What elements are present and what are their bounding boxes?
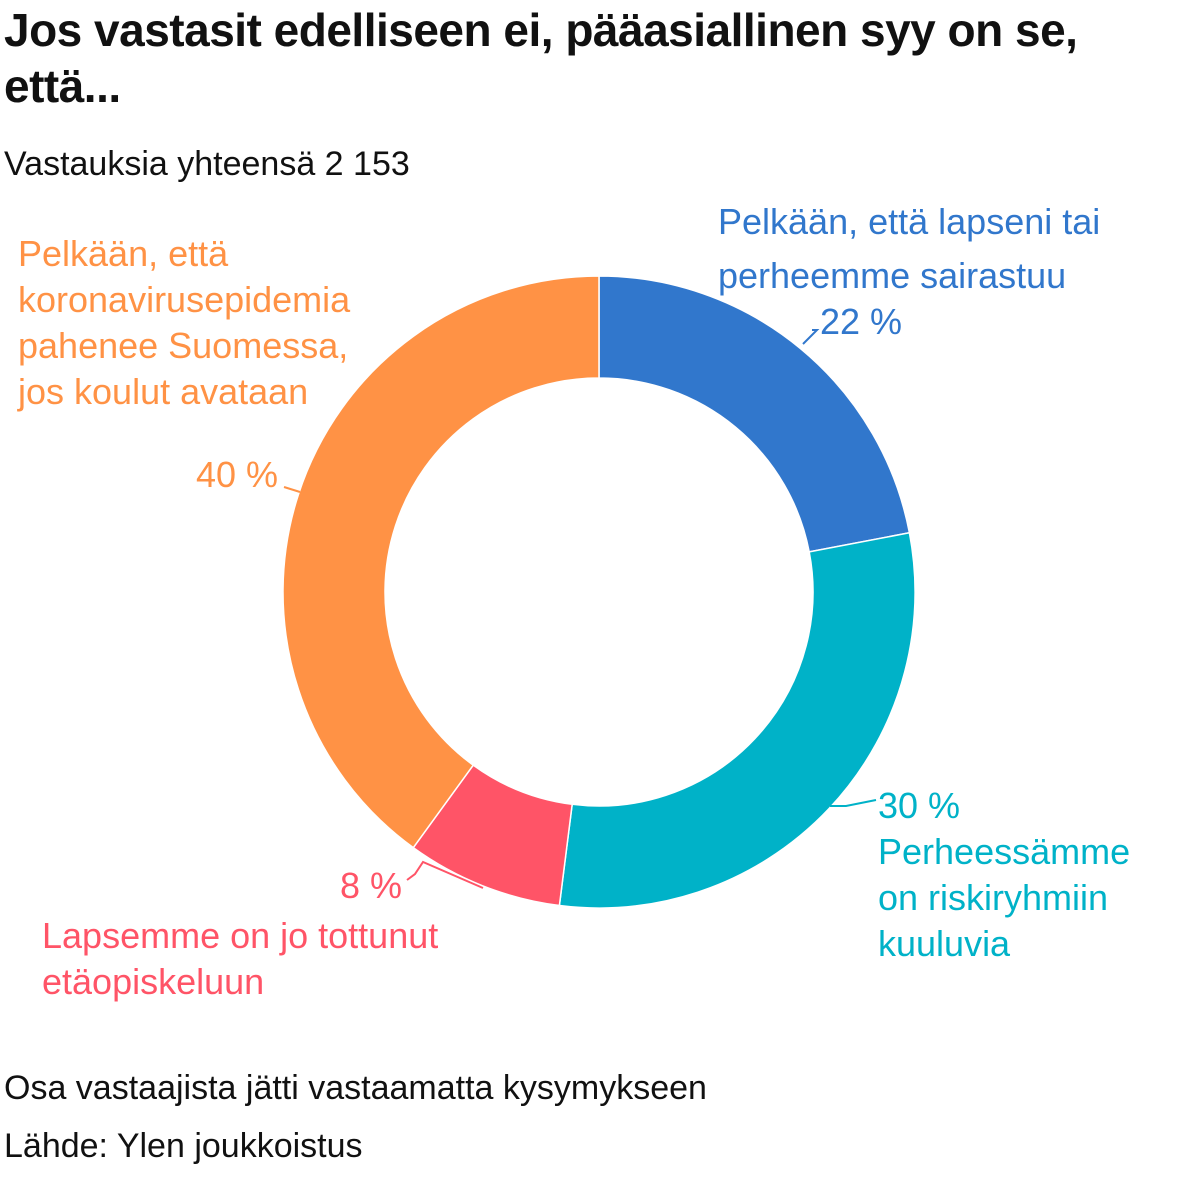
category-label-lapsemme-on-jo-tottunut-etaopiskeluun-line-1: Lapsemme on jo tottunut: [42, 915, 438, 956]
donut-slices: [282, 275, 916, 909]
category-label-perheessamme-on-riskiryhmiin-kuuluvia-line-1: Perheessämme: [878, 831, 1130, 872]
chart-title: Jos vastasit edelliseen ei, pääasialline…: [4, 4, 1078, 112]
leader-line-perheessamme-on-riskiryhmiin-kuuluvia: [830, 799, 877, 807]
value-label-pelkaan-etta-koronavirusepidemia-pahenee: 40 %: [196, 454, 278, 495]
category-label-pelkaan-etta-koronavirusepidemia-pahenee-line-1: Pelkään, että: [18, 233, 229, 274]
value-label-lapsemme-on-jo-tottunut-etaopiskeluun: 8 %: [340, 865, 402, 906]
slice-perheessamme-on-riskiryhmiin-kuuluvia: [558, 531, 916, 909]
donut-chart: 22 % Pelkään, että lapseni tai perheemme s…: [17, 201, 1130, 1002]
leader-line-pelkaan-etta-koronavirusepidemia-pahenee: [283, 486, 301, 493]
slice-pelkaan-etta-lapseni-tai-perheemme-saira: [598, 275, 911, 553]
leader-line-lapsemme-on-jo-tottunut-etaopiskeluun: [406, 860, 484, 889]
category-label-pelkaan-etta-koronavirusepidemia-pahenee-line-4: jos koulut avataan: [17, 371, 308, 412]
value-label-pelkaan-etta-lapseni-tai-perheemme-saira: 22 %: [820, 301, 902, 342]
category-label-pelkaan-etta-koronavirusepidemia-pahenee-line-3: pahenee Suomessa,: [18, 325, 348, 366]
leader-line-pelkaan-etta-lapseni-tai-perheemme-saira: [802, 329, 820, 345]
slice-labels: 22 % Pelkään, että lapseni tai perheemme s…: [17, 201, 1130, 1002]
category-label-perheessamme-on-riskiryhmiin-kuuluvia-line-3: kuuluvia: [878, 923, 1011, 964]
footer-source: Lähde: Ylen joukkoistus: [4, 1127, 363, 1165]
category-label-pelkaan-etta-koronavirusepidemia-pahenee-line-2: koronavirusepidemia: [18, 279, 351, 320]
value-label-perheessamme-on-riskiryhmiin-kuuluvia: 30 %: [878, 785, 960, 826]
category-label-pelkaan-etta-lapseni-tai-perheemme-saira-line-1: Pelkään, että lapseni tai: [718, 201, 1100, 242]
leader-lines: [283, 329, 877, 889]
category-label-lapsemme-on-jo-tottunut-etaopiskeluun-line-2: etäopiskeluun: [42, 961, 264, 1002]
category-label-perheessamme-on-riskiryhmiin-kuuluvia-line-2: on riskiryhmiin: [878, 877, 1108, 918]
chart-subtitle: Vastauksia yhteensä 2 153: [4, 145, 410, 183]
slice-pelkaan-etta-koronavirusepidemia-pahenee: [282, 275, 600, 849]
category-label-pelkaan-etta-lapseni-tai-perheemme-saira-line-2: perheemme sairastuu: [718, 255, 1066, 296]
footer-note: Osa vastaajista jätti vastaamatta kysymy…: [4, 1069, 707, 1107]
